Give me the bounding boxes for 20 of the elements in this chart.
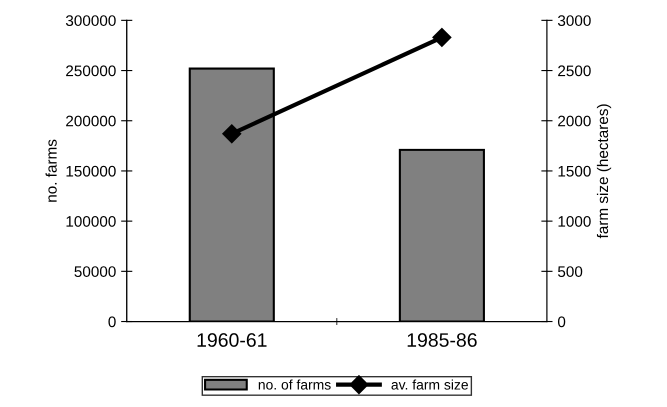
y2-tick-label: 3000	[558, 15, 591, 26]
y-tick-label: 200000	[66, 116, 116, 126]
legend-label: av. farm size	[391, 379, 468, 390]
y2-tick-label: 500	[558, 266, 582, 278]
y2-tick-label: 1000	[558, 216, 591, 227]
y-tick-label: 0	[108, 316, 116, 328]
y-axis-title: no. farms	[46, 140, 57, 202]
y-tick-label: 250000	[66, 65, 116, 76]
y-tick-label: 50000	[74, 266, 116, 278]
y2-axis-title: farm size (hectares)	[596, 104, 612, 238]
y2-tick-label: 2000	[558, 116, 591, 126]
x-tick-label: 1985-86	[408, 333, 477, 347]
y-tick-label: 150000	[66, 166, 116, 177]
y-tick-label: 300000	[66, 15, 116, 26]
y2-tick-label: 0	[558, 316, 566, 328]
y2-tick-label: 1500	[558, 166, 591, 177]
y2-tick-label: 2500	[558, 65, 591, 76]
y-tick-label: 100000	[66, 216, 116, 227]
x-tick-label: 1960-61	[198, 333, 267, 347]
legend-label: no. of farms	[258, 379, 331, 390]
